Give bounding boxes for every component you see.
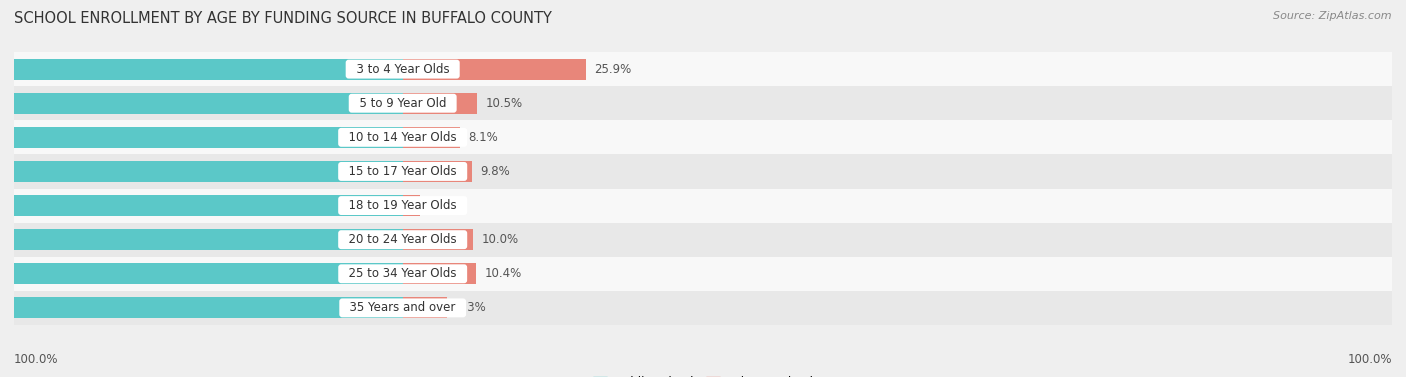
- Bar: [402, 127, 460, 148]
- Text: SCHOOL ENROLLMENT BY AGE BY FUNDING SOURCE IN BUFFALO COUNTY: SCHOOL ENROLLMENT BY AGE BY FUNDING SOUR…: [14, 11, 553, 26]
- Bar: [402, 161, 472, 182]
- Text: 5 to 9 Year Old: 5 to 9 Year Old: [352, 97, 454, 110]
- Bar: [14, 86, 1392, 120]
- Bar: [14, 188, 1392, 222]
- Bar: [0, 161, 402, 182]
- Text: 10 to 14 Year Olds: 10 to 14 Year Olds: [342, 131, 464, 144]
- Text: 20 to 24 Year Olds: 20 to 24 Year Olds: [342, 233, 464, 246]
- Bar: [402, 263, 477, 284]
- Text: 6.3%: 6.3%: [456, 301, 485, 314]
- Bar: [402, 93, 477, 114]
- Bar: [14, 120, 1392, 155]
- Bar: [0, 229, 402, 250]
- Bar: [0, 195, 402, 216]
- Text: 8.1%: 8.1%: [468, 131, 498, 144]
- Text: 100.0%: 100.0%: [14, 353, 59, 366]
- Text: 15 to 17 Year Olds: 15 to 17 Year Olds: [342, 165, 464, 178]
- Bar: [402, 229, 474, 250]
- Bar: [0, 93, 402, 114]
- Bar: [402, 58, 586, 80]
- Text: 35 Years and over: 35 Years and over: [342, 301, 463, 314]
- Text: 9.8%: 9.8%: [481, 165, 510, 178]
- Legend: Public School, Private School: Public School, Private School: [593, 376, 813, 377]
- Bar: [0, 297, 402, 319]
- Text: 25.9%: 25.9%: [595, 63, 631, 76]
- Bar: [0, 263, 402, 284]
- Bar: [402, 297, 447, 319]
- Bar: [0, 58, 402, 80]
- Text: 100.0%: 100.0%: [1347, 353, 1392, 366]
- Bar: [14, 291, 1392, 325]
- Bar: [402, 195, 419, 216]
- Text: 2.4%: 2.4%: [429, 199, 458, 212]
- Text: 10.0%: 10.0%: [482, 233, 519, 246]
- Text: 18 to 19 Year Olds: 18 to 19 Year Olds: [342, 199, 464, 212]
- Bar: [14, 52, 1392, 86]
- Text: 10.5%: 10.5%: [485, 97, 523, 110]
- Text: 25 to 34 Year Olds: 25 to 34 Year Olds: [342, 267, 464, 280]
- Text: 3 to 4 Year Olds: 3 to 4 Year Olds: [349, 63, 457, 76]
- Bar: [14, 155, 1392, 188]
- Bar: [14, 257, 1392, 291]
- Text: 10.4%: 10.4%: [485, 267, 522, 280]
- Text: Source: ZipAtlas.com: Source: ZipAtlas.com: [1274, 11, 1392, 21]
- Bar: [14, 222, 1392, 257]
- Bar: [0, 127, 402, 148]
